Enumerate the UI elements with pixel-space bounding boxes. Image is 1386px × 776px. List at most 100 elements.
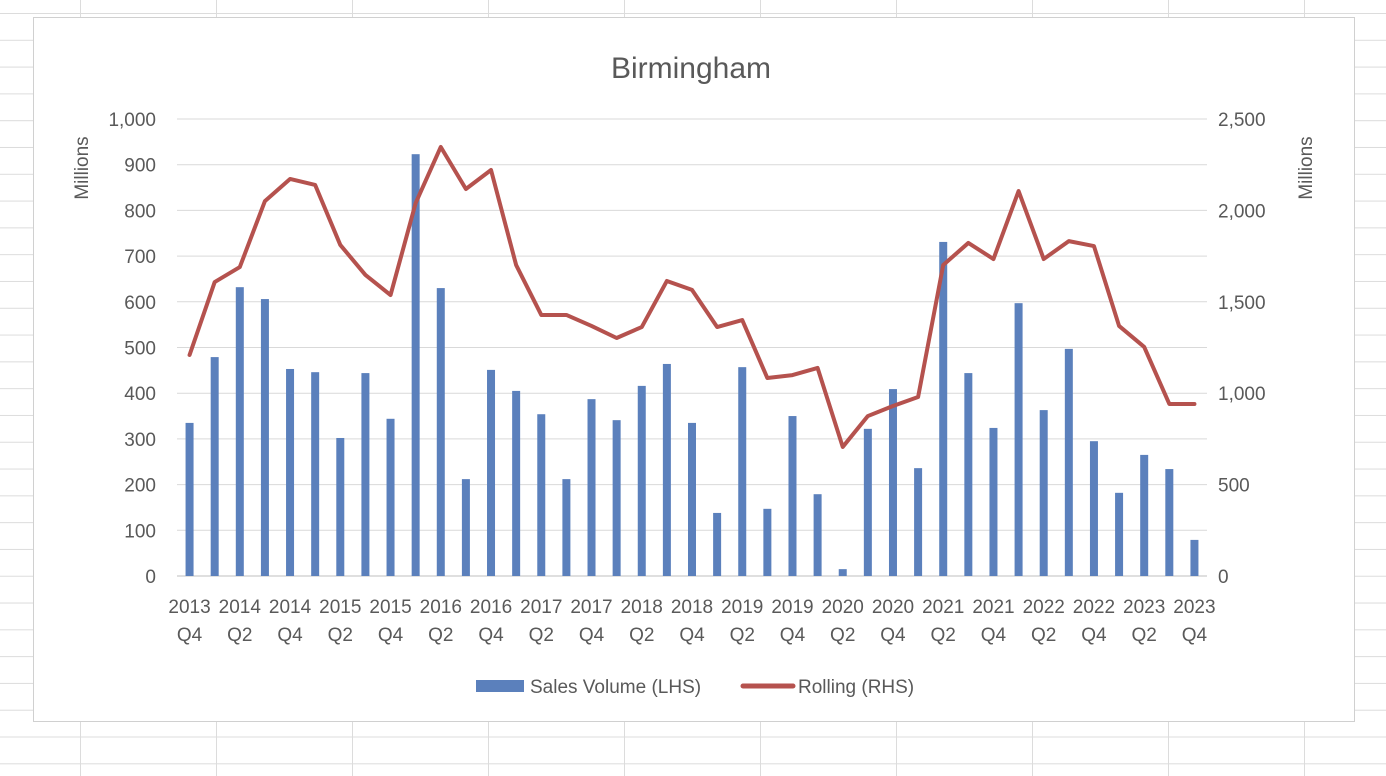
x-tick-quarter: Q4 — [579, 625, 605, 646]
bar-2023-Q1 — [1115, 492, 1124, 576]
bar-2021-Q1 — [914, 468, 923, 576]
bar-2022-Q1 — [1014, 303, 1023, 576]
bar-2017-Q4 — [587, 399, 596, 576]
x-tick-quarter: Q2 — [328, 625, 353, 646]
x-tick-quarter: Q2 — [529, 625, 554, 646]
legend: Sales Volume (LHS) Rolling (RHS) — [476, 677, 914, 698]
y-axis-right-label: Millions — [1296, 136, 1317, 199]
x-tick-year: 2018 — [671, 597, 713, 618]
bar-2021-Q2 — [939, 241, 948, 577]
x-tick-quarter: Q2 — [931, 625, 956, 646]
bar-2022-Q4 — [1089, 441, 1098, 576]
legend-label-rolling: Rolling (RHS) — [798, 677, 914, 698]
rolling-line — [187, 144, 1197, 449]
x-tick-year: 2016 — [420, 597, 462, 618]
x-tick-quarter: Q4 — [277, 625, 303, 646]
x-tick-quarter: Q4 — [981, 625, 1007, 646]
bar-2022-Q2 — [1039, 410, 1048, 576]
y-tick-left: 700 — [124, 247, 156, 268]
bar-2019-Q2 — [738, 367, 747, 576]
bar-2014-Q3 — [260, 299, 269, 576]
bar-2021-Q4 — [989, 427, 998, 576]
bar-2020-Q1 — [813, 494, 822, 576]
x-tick-quarter: Q2 — [730, 625, 755, 646]
bar-series — [185, 154, 1199, 577]
bar-2016-Q3 — [461, 479, 470, 576]
y-tick-left: 900 — [124, 156, 156, 177]
bar-2015-Q3 — [361, 373, 370, 576]
bar-2023-Q4 — [1190, 539, 1199, 576]
x-tick-quarter: Q2 — [1132, 625, 1157, 646]
y-tick-right: 1,500 — [1218, 293, 1266, 314]
x-tick-quarter: Q4 — [679, 625, 705, 646]
bar-2022-Q3 — [1064, 348, 1073, 576]
y-tick-left: 0 — [145, 567, 156, 588]
x-tick-year: 2022 — [1023, 597, 1065, 618]
x-tick-quarter: Q4 — [880, 625, 906, 646]
y-axis-left-label: Millions — [72, 136, 93, 199]
bar-2019-Q3 — [763, 508, 772, 576]
bar-2018-Q2 — [637, 385, 646, 576]
bar-2015-Q1 — [311, 372, 320, 576]
y-tick-left: 800 — [124, 201, 156, 222]
y-tick-left: 300 — [124, 430, 156, 451]
y-tick-right: 500 — [1218, 476, 1250, 497]
line-series — [187, 144, 1197, 449]
x-tick-quarter: Q4 — [780, 625, 806, 646]
chart-container[interactable] — [33, 17, 1355, 722]
gridlines — [177, 118, 1207, 577]
bar-2014-Q2 — [235, 287, 244, 576]
y-tick-left: 200 — [124, 476, 156, 497]
x-tick-year: 2021 — [922, 597, 964, 618]
x-tick-quarter: Q2 — [629, 625, 654, 646]
bar-2017-Q3 — [562, 479, 571, 576]
bar-2015-Q4 — [386, 418, 395, 576]
bar-2013-Q4 — [185, 422, 194, 576]
x-tick-year: 2018 — [621, 597, 663, 618]
axes: 0 100 200 300 400 500 600 700 800 900 1,000 0 500 1,0… — [108, 110, 1265, 646]
x-tick-quarter: Q2 — [227, 625, 252, 646]
x-tick-quarter: Q4 — [1081, 625, 1107, 646]
legend-swatch-sales-volume — [476, 680, 524, 692]
x-tick-year: 2017 — [520, 597, 562, 618]
bar-2016-Q1 — [411, 154, 420, 576]
x-tick-year: 2015 — [369, 597, 411, 618]
x-tick-quarter: Q2 — [1031, 625, 1056, 646]
bar-2018-Q3 — [662, 363, 671, 576]
y-tick-right: 2,500 — [1218, 110, 1266, 131]
y-tick-left: 1,000 — [108, 110, 156, 131]
x-tick-year: 2017 — [570, 597, 612, 618]
x-tick-quarter: Q4 — [478, 625, 504, 646]
x-tick-year: 2019 — [771, 597, 813, 618]
bar-2021-Q3 — [964, 373, 973, 576]
x-tick-year: 2016 — [470, 597, 512, 618]
bar-2016-Q2 — [436, 288, 445, 576]
bar-2014-Q1 — [210, 357, 219, 576]
x-tick-year: 2015 — [319, 597, 361, 618]
y-tick-left: 500 — [124, 339, 156, 360]
x-tick-year: 2022 — [1073, 597, 1115, 618]
x-tick-year: 2023 — [1173, 597, 1215, 618]
bar-2023-Q2 — [1140, 454, 1149, 576]
y-tick-right: 0 — [1218, 567, 1229, 588]
x-tick-year: 2014 — [269, 597, 312, 618]
y-tick-left: 400 — [124, 384, 156, 405]
bar-2020-Q2 — [838, 569, 847, 576]
x-tick-year: 2020 — [822, 597, 864, 618]
x-tick-year: 2020 — [872, 597, 914, 618]
bar-2016-Q4 — [487, 369, 496, 576]
bar-2018-Q1 — [612, 420, 621, 576]
legend-label-sales-volume: Sales Volume (LHS) — [530, 677, 701, 698]
x-tick-quarter: Q2 — [428, 625, 453, 646]
chart-title: Birmingham — [611, 52, 771, 85]
x-tick-quarter: Q4 — [378, 625, 404, 646]
y-tick-left: 100 — [124, 521, 156, 542]
bar-2019-Q1 — [713, 512, 722, 576]
x-tick-quarter: Q4 — [177, 625, 203, 646]
bar-2023-Q3 — [1165, 469, 1174, 576]
bar-2017-Q2 — [537, 414, 546, 576]
bar-2018-Q4 — [688, 422, 696, 576]
bar-2014-Q4 — [286, 368, 295, 576]
x-tick-year: 2013 — [168, 597, 210, 618]
y-tick-left: 600 — [124, 293, 156, 314]
